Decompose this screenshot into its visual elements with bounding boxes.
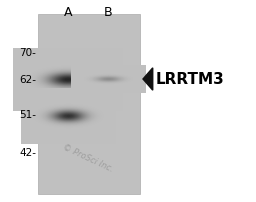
Text: 70-: 70- [19,48,36,58]
Text: 62-: 62- [19,75,36,85]
Text: A: A [64,5,72,18]
Bar [38,15,140,194]
Text: B: B [104,5,112,18]
Text: 42-: 42- [19,147,36,157]
Text: © ProSci Inc.: © ProSci Inc. [61,142,115,173]
Polygon shape [143,68,153,91]
Text: LRRTM3: LRRTM3 [155,72,224,87]
Text: 51-: 51- [19,109,36,119]
